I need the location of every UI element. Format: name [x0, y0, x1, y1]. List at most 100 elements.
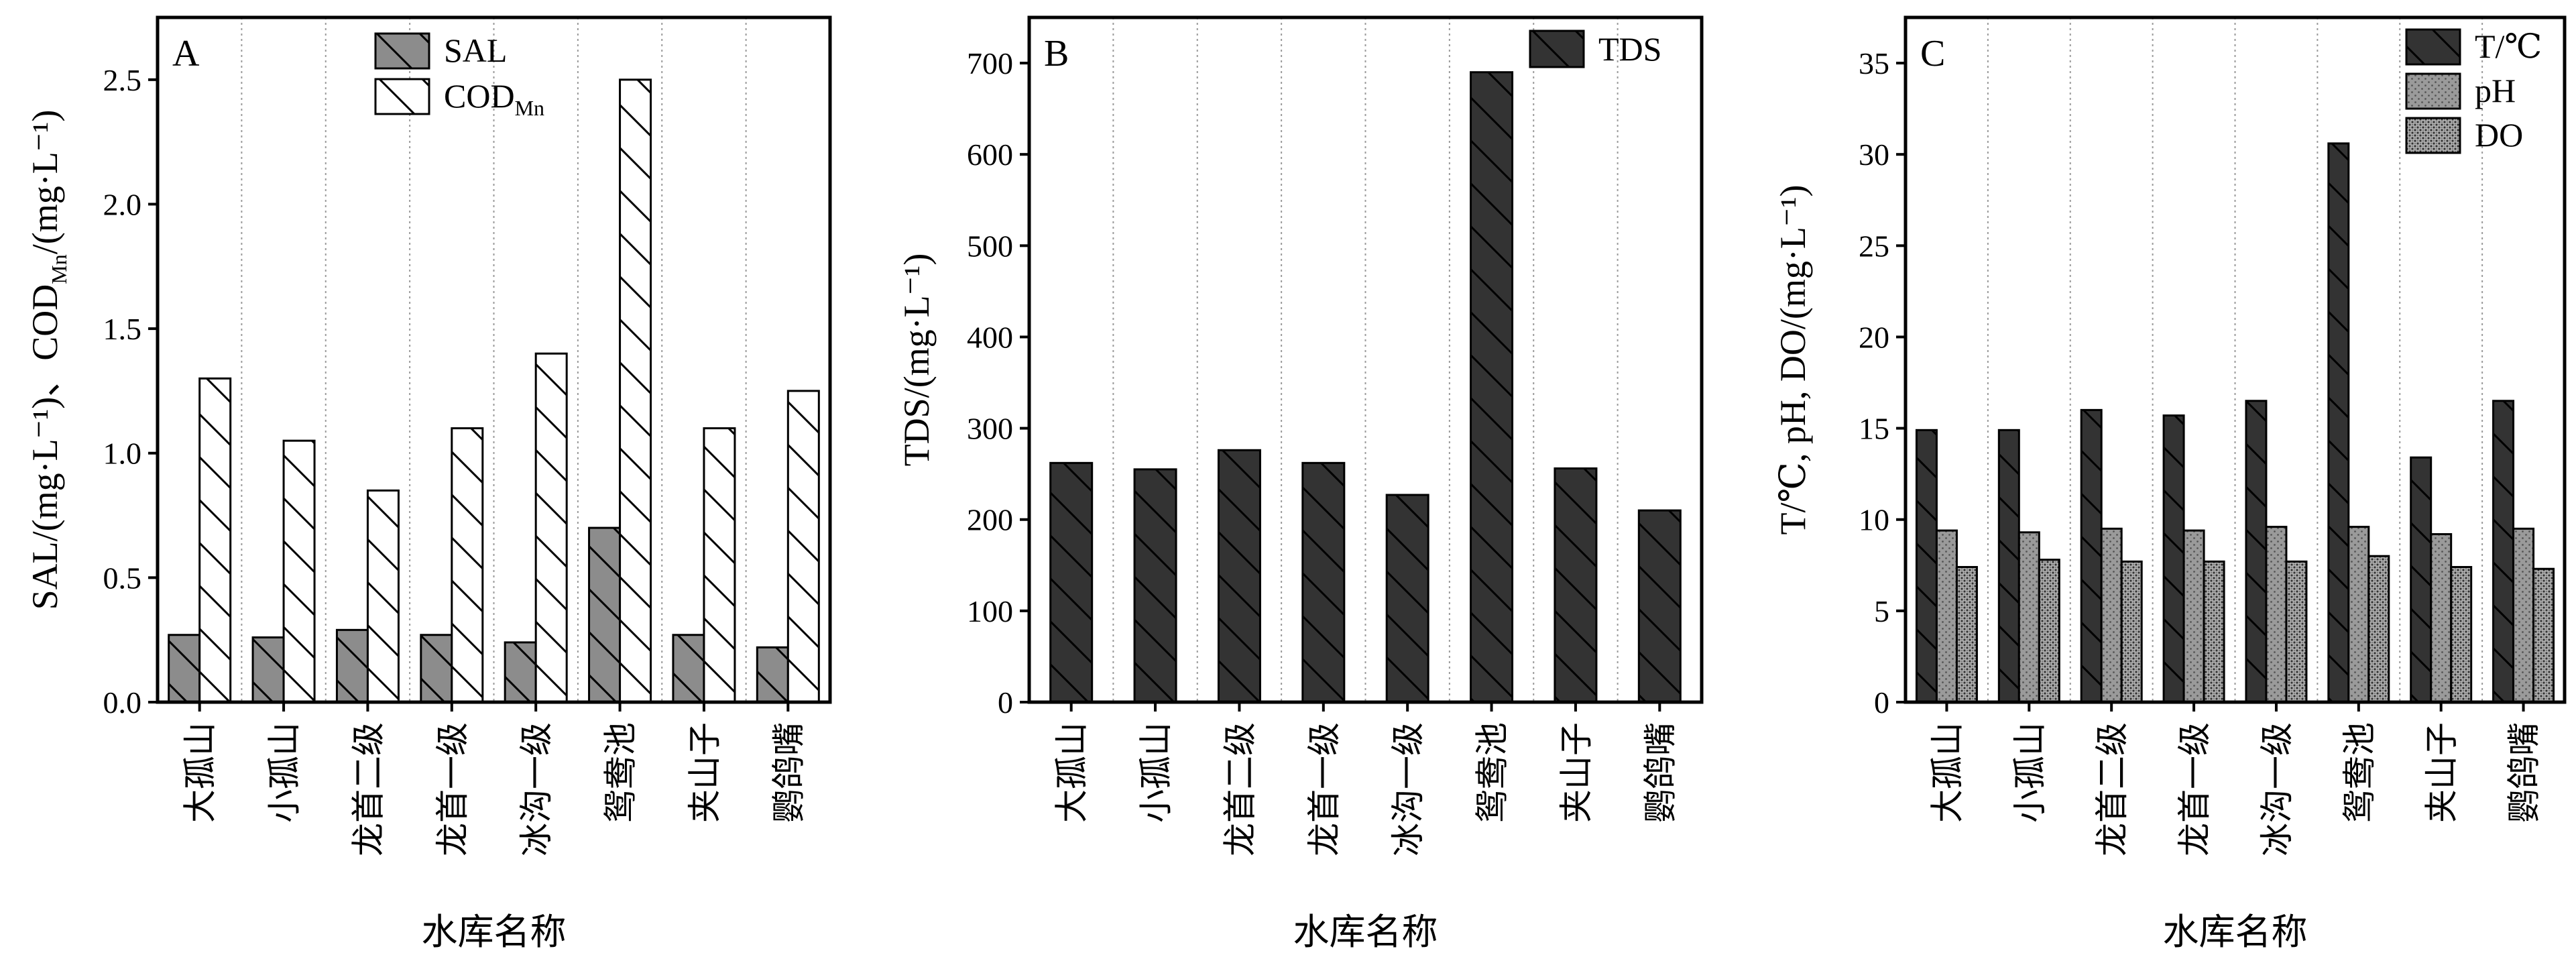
- bar-tds-6: [1470, 71, 1514, 703]
- bar-t-8: [2492, 400, 2515, 703]
- y-tick-label: 700: [967, 46, 1013, 80]
- bar-t-2: [1997, 429, 2020, 703]
- y-axis-title-sub: Mn: [47, 254, 71, 284]
- x-tick-label: 鸳鸯池: [1474, 722, 1511, 823]
- y-tick-label: 2.0: [103, 187, 142, 221]
- x-tick-label: 夹山子: [686, 722, 723, 823]
- legend: TDS: [1529, 30, 1661, 68]
- bar-ph-2: [2017, 531, 2040, 703]
- x-tick-label: 大孤山: [1053, 722, 1091, 823]
- y-tick-label: 15: [1859, 412, 1889, 446]
- bar-do-7: [2450, 566, 2473, 703]
- legend-swatch: [374, 78, 430, 115]
- y-tick-label: 400: [967, 320, 1013, 354]
- bar-do-5: [2285, 560, 2308, 703]
- legend-label: DO: [2475, 116, 2523, 154]
- bar-t-5: [2245, 400, 2268, 703]
- bar-sal-5: [504, 641, 537, 703]
- x-tick-label: 鸳鸯池: [602, 722, 640, 823]
- x-tick-label: 龙首二级: [2093, 722, 2131, 856]
- bar-ph-8: [2512, 527, 2535, 703]
- legend-label: SAL: [444, 32, 507, 69]
- y-axis-title: TDS/(mg·L⁻¹): [896, 253, 937, 467]
- x-tick-label: 夹山子: [1558, 722, 1595, 823]
- bar-tds-8: [1637, 509, 1682, 703]
- bar-tds-2: [1133, 468, 1177, 703]
- legend-swatch: [2405, 28, 2461, 66]
- bar-do-8: [2532, 567, 2555, 703]
- x-tick-label: 龙首二级: [349, 722, 387, 856]
- x-tick-label: 龙首一级: [2176, 722, 2213, 856]
- bar-cod-2: [282, 439, 316, 703]
- bar-tds-1: [1049, 461, 1094, 703]
- x-tick-label: 鸳鸯池: [2341, 722, 2378, 823]
- legend: T/℃ pH DO: [2405, 27, 2542, 154]
- plot-frame: [156, 15, 832, 704]
- legend-label: TDS: [1598, 30, 1661, 68]
- legend-swatch: [374, 32, 430, 70]
- x-tick-label: 龙首一级: [1305, 722, 1343, 856]
- bar-cod-6: [619, 78, 652, 703]
- y-tick-label: 30: [1859, 137, 1889, 172]
- bar-sal-8: [756, 646, 789, 703]
- plot-frame: [1904, 15, 2567, 704]
- y-tick-label: 10: [1859, 503, 1889, 537]
- panel-b: 0 100 200 300 400 500 600 700 大孤山 小孤山 龙首二级 龙首一级 冰沟一级…: [896, 15, 1704, 952]
- x-tick-label: 鹦鸽嘴: [1641, 722, 1679, 823]
- y-tick-label: 100: [967, 594, 1013, 628]
- y-tick-label: 5: [1874, 594, 1889, 628]
- y-tick-label: 0.0: [103, 685, 142, 720]
- panel-a: 0.0 0.5 1.0 1.5 2.0 2.5 大孤山 小孤山 龙首二级 龙首一级 冰沟一级 鸳鸯池 夹…: [25, 15, 832, 952]
- bar-do-1: [1955, 566, 1978, 703]
- bar-t-6: [2327, 142, 2350, 703]
- y-axis-title-tail: /(mg·L⁻¹): [25, 110, 65, 255]
- bar-ph-7: [2430, 533, 2453, 703]
- y-tick-label: 0.5: [103, 561, 142, 595]
- bar-cod-4: [451, 427, 484, 703]
- legend-label-main: TDS: [1598, 30, 1661, 68]
- bar-sal-2: [251, 636, 285, 703]
- bar-do-3: [2120, 560, 2143, 703]
- bar-cod-5: [534, 352, 568, 703]
- legend-swatch: [2405, 72, 2461, 110]
- legend-label-sub: Mn: [515, 96, 544, 120]
- panel-label: A: [172, 33, 200, 74]
- y-tick-label: 2.5: [103, 63, 142, 97]
- bar-t-1: [1915, 429, 1938, 703]
- bar-do-6: [2367, 555, 2390, 703]
- legend: SAL CODMn: [374, 32, 544, 120]
- y-tick-label: 20: [1859, 320, 1889, 354]
- y-axis-title-main: T/℃, pH, DO/(mg·L⁻¹): [1773, 184, 1813, 534]
- x-axis-title: 水库名称: [422, 912, 567, 952]
- y-tick-label: 300: [967, 412, 1013, 446]
- legend-label: CODMn: [444, 77, 544, 120]
- x-tick-label: 龙首一级: [434, 722, 471, 856]
- y-tick-label: 0: [998, 685, 1013, 720]
- bar-t-3: [2080, 408, 2103, 703]
- bar-sal-7: [672, 634, 705, 703]
- bar-ph-3: [2100, 527, 2123, 703]
- bar-sal-3: [335, 628, 369, 703]
- y-axis-title-main: TDS/(mg·L⁻¹): [896, 253, 937, 467]
- bar-t-7: [2410, 456, 2433, 703]
- y-tick-label: 35: [1859, 46, 1889, 80]
- plot-frame: [1027, 15, 1704, 704]
- bar-t-4: [2162, 414, 2185, 703]
- bar-tds-4: [1301, 461, 1346, 703]
- bar-cod-7: [703, 427, 736, 703]
- bar-sal-1: [168, 634, 201, 703]
- bar-cod-1: [198, 377, 232, 703]
- legend-label: pH: [2475, 72, 2516, 109]
- bar-tds-7: [1554, 467, 1598, 703]
- panel-label: C: [1920, 33, 1945, 74]
- bar-tds-5: [1385, 494, 1429, 703]
- y-tick-label: 200: [967, 503, 1013, 537]
- bar-ph-1: [1935, 529, 1958, 703]
- y-tick-label: 25: [1859, 229, 1889, 263]
- bar-do-4: [2203, 560, 2225, 703]
- x-tick-label: 冰沟一级: [2258, 722, 2296, 856]
- y-tick-label: 1.0: [103, 437, 142, 471]
- legend-label-main: T/℃: [2475, 27, 2542, 65]
- x-tick-label: 冰沟一级: [518, 722, 555, 856]
